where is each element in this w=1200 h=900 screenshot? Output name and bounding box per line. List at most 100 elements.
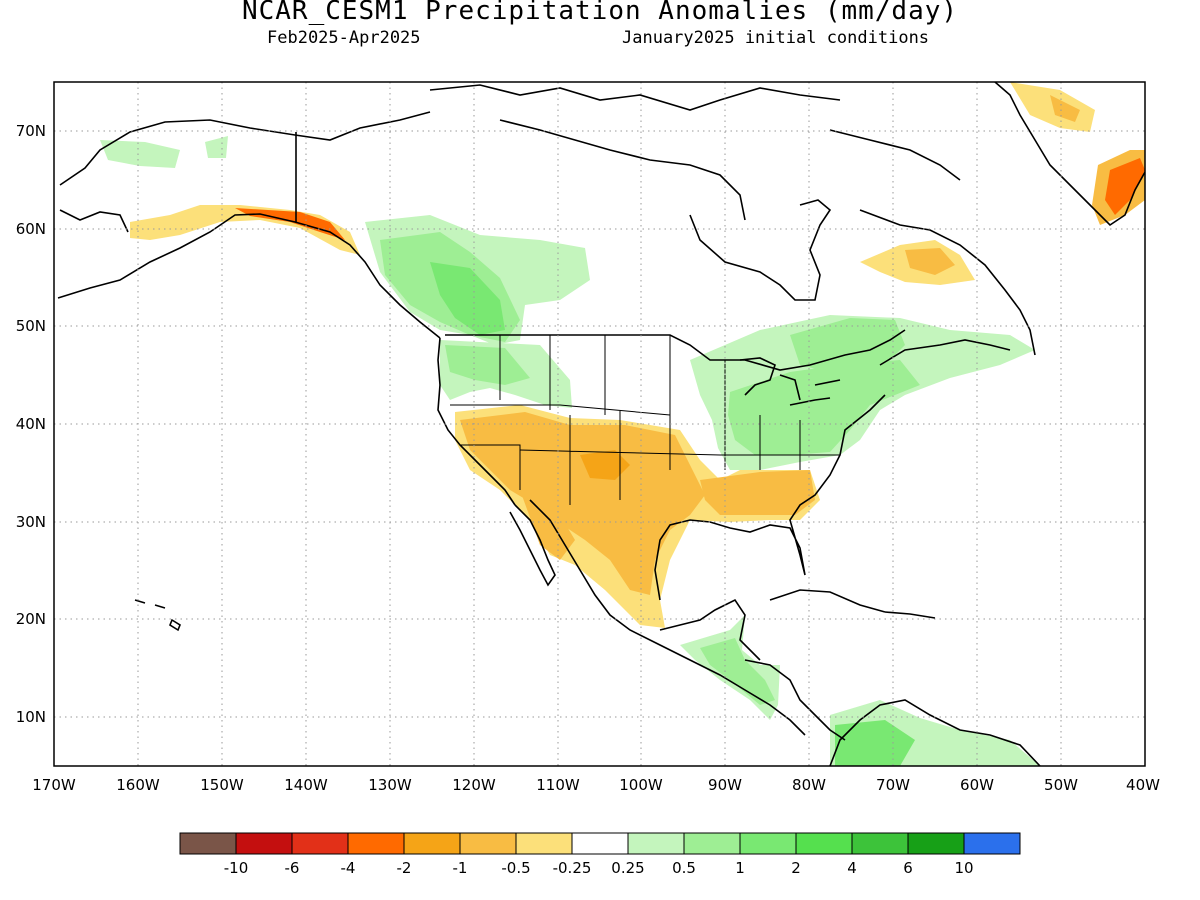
coast-maritimes <box>879 339 1011 366</box>
legend-label: -1 <box>453 859 468 877</box>
lon-label: 90W <box>708 776 742 794</box>
legend-swatch <box>347 832 405 855</box>
forecast-period: Feb2025-Apr2025 <box>267 28 421 48</box>
legend-swatch <box>627 832 685 855</box>
legend-swatch <box>571 832 629 855</box>
coast-baja <box>509 504 556 587</box>
border-us-canada <box>445 329 906 371</box>
lon-label: 170W <box>32 776 76 794</box>
coast-mexico-west <box>529 499 806 736</box>
legend-swatch <box>515 832 573 855</box>
coast-central-america <box>744 659 846 741</box>
lon-label: 80W <box>792 776 826 794</box>
coast-alaska-west <box>59 209 129 233</box>
legend-label: -0.25 <box>553 859 592 877</box>
legend-swatch <box>235 832 293 855</box>
coast-hispaniola <box>884 611 936 619</box>
wet-region-south-america-core <box>835 720 915 766</box>
color-legend: -10 -6 -4 -2 -1 -0.5 -0.25 0.25 0.5 1 2 … <box>179 832 1021 877</box>
coast-arctic-1 <box>429 84 841 111</box>
legend-labels: -10 -6 -4 -2 -1 -0.5 -0.25 0.25 0.5 1 2 … <box>224 859 974 877</box>
dry-region-labrador-core <box>905 248 955 275</box>
dry-region-greenland-north <box>1010 82 1095 132</box>
border-states-2 <box>450 404 840 505</box>
map-gridlines <box>54 82 1145 766</box>
wet-region-alaska-north <box>100 140 180 168</box>
legend-label: 4 <box>847 859 857 877</box>
lat-label: 50N <box>16 317 46 335</box>
wet-region-central-america-core <box>700 638 775 705</box>
initial-conditions: January2025 initial conditions <box>622 28 930 48</box>
lon-label: 100W <box>619 776 663 794</box>
wet-region-alaska-small <box>205 136 228 158</box>
coast-arctic-3 <box>829 129 961 181</box>
coast-south-america <box>829 699 1041 766</box>
legend-label: 6 <box>903 859 913 877</box>
latitude-labels: 70N 60N 50N 40N 30N 20N 10N <box>16 122 46 726</box>
lon-label: 160W <box>116 776 160 794</box>
coast-alaska-north <box>59 111 431 186</box>
lat-label: 20N <box>16 610 46 628</box>
dry-region-greenland-east-core <box>1105 158 1145 215</box>
legend-label: 10 <box>954 859 973 877</box>
legend-label: -2 <box>397 859 412 877</box>
lon-label: 150W <box>200 776 244 794</box>
legend-swatch <box>795 832 853 855</box>
wet-region-quebec <box>790 318 905 375</box>
lat-label: 40N <box>16 415 46 433</box>
coast-arctic-2 <box>499 119 746 221</box>
dry-region-mexico <box>520 490 575 560</box>
map-title: NCAR_CESM1 Precipitation Anomalies (mm/d… <box>241 0 959 26</box>
legend-swatch <box>739 832 797 855</box>
lon-label: 140W <box>284 776 328 794</box>
legend-swatch <box>851 832 909 855</box>
legend-label: 0.5 <box>672 859 696 877</box>
legend-swatch <box>459 832 517 855</box>
wet-region-bc-core <box>430 262 505 335</box>
border-states-1 <box>499 335 726 470</box>
legend-label: -6 <box>285 859 300 877</box>
coast-hawaii <box>134 599 181 632</box>
coast-gulf <box>654 394 886 601</box>
coast-labrador <box>859 209 1036 356</box>
coast-hudson-bay <box>689 199 832 301</box>
anomaly-shading <box>100 82 1145 766</box>
lon-label: 120W <box>452 776 496 794</box>
dry-region-new-mexico <box>580 450 630 480</box>
dry-region-southwest-core <box>460 412 705 595</box>
lat-label: 70N <box>16 122 46 140</box>
legend-swatch <box>683 832 741 855</box>
wet-region-east-core <box>728 360 920 455</box>
legend-label: 1 <box>735 859 745 877</box>
great-lakes <box>739 357 841 406</box>
lon-label: 130W <box>368 776 412 794</box>
coast-cuba <box>769 589 886 613</box>
legend-swatch <box>963 832 1021 855</box>
lat-label: 10N <box>16 708 46 726</box>
longitude-labels: 170W 160W 150W 140W 130W 120W 110W 100W … <box>32 776 1160 794</box>
legend-label: -10 <box>224 859 249 877</box>
lat-label: 30N <box>16 513 46 531</box>
legend-swatch <box>179 832 237 855</box>
legend-label: -0.5 <box>501 859 530 877</box>
dry-region-alaska-coast-core <box>235 208 345 240</box>
legend-swatch <box>291 832 349 855</box>
coast-us-west <box>437 337 516 506</box>
lat-label: 60N <box>16 220 46 238</box>
lon-label: 50W <box>1044 776 1078 794</box>
legend-label: 0.25 <box>611 859 644 877</box>
map-frame <box>53 81 1146 767</box>
dry-region-southeast <box>700 470 815 515</box>
coastlines <box>57 82 1145 766</box>
coast-greenland <box>994 82 1145 227</box>
legend-swatch <box>403 832 461 855</box>
legend-swatch <box>907 832 965 855</box>
lon-label: 60W <box>960 776 994 794</box>
border-states-3 <box>460 415 801 490</box>
legend-label: -4 <box>341 859 356 877</box>
legend-swatches <box>179 832 1021 855</box>
coast-alaska <box>57 213 441 339</box>
dry-region-greenland-north-core <box>1050 95 1080 122</box>
state-borders <box>450 335 840 505</box>
